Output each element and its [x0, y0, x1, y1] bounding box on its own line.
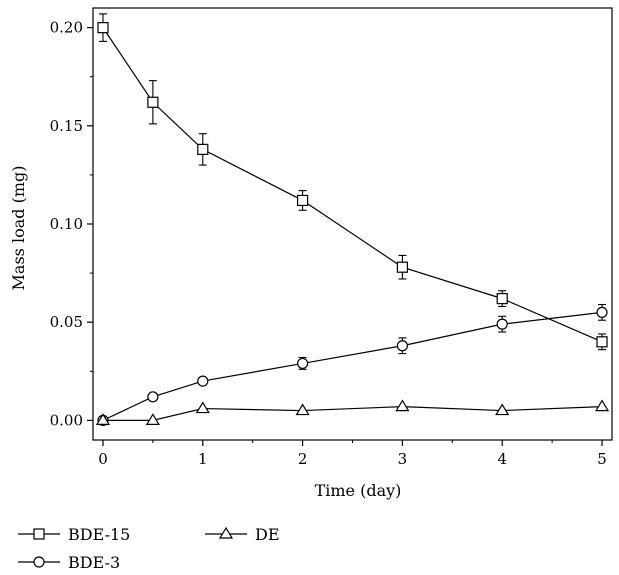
legend-label-de: DE — [255, 525, 280, 544]
data-point-de — [295, 403, 310, 416]
data-point-bde-15 — [396, 261, 409, 273]
data-point-de — [95, 413, 111, 425]
legend: BDE-15 BDE-3 DE — [18, 525, 280, 572]
x-tick-label: 4 — [497, 450, 507, 468]
series-line-de — [102, 406, 603, 421]
data-point-bde-3 — [197, 375, 209, 387]
y-tick-label: 0.05 — [50, 313, 83, 331]
plot-frame — [92, 7, 613, 441]
data-point-de — [495, 403, 510, 416]
y-axis-title: Mass load (mg) — [9, 166, 28, 291]
data-point-bde-15 — [147, 96, 159, 108]
data-point-bde-15 — [197, 143, 209, 155]
x-tick-label: 3 — [398, 450, 408, 468]
x-axis-title: Time (day) — [315, 481, 402, 500]
x-tick-label: 2 — [298, 450, 308, 468]
data-point-bde-3 — [496, 318, 508, 330]
legend-marker-bde-15 — [33, 528, 45, 540]
data-point-de — [594, 399, 610, 412]
y-tick-label: 0.00 — [50, 411, 83, 429]
legend-label-bde-3: BDE-3 — [68, 553, 120, 572]
series-line-bde-15 — [102, 27, 603, 343]
data-point-bde-3 — [147, 391, 159, 403]
x-tick-label: 5 — [597, 450, 607, 468]
data-point-bde-3 — [596, 306, 608, 318]
data-point-bde-3 — [396, 340, 409, 352]
data-point-de — [195, 401, 210, 414]
data-point-bde-3 — [296, 357, 309, 370]
y-tick-label: 0.10 — [50, 215, 83, 233]
legend-marker-bde-3 — [33, 556, 45, 568]
legend-label-bde-15: BDE-15 — [68, 525, 130, 544]
y-tick-label: 0.20 — [50, 19, 83, 37]
data-point-de — [145, 413, 160, 425]
series-line-bde-3 — [102, 311, 603, 421]
data-point-bde-15 — [296, 194, 309, 207]
data-point-de — [395, 399, 410, 412]
legend-marker-de — [218, 526, 234, 539]
data-point-bde-15 — [596, 336, 608, 348]
data-point-bde-15 — [97, 22, 109, 34]
data-point-bde-15 — [496, 293, 508, 305]
x-tick-label: 0 — [98, 450, 108, 468]
x-tick-label: 1 — [198, 450, 208, 468]
y-tick-label: 0.15 — [50, 117, 83, 135]
